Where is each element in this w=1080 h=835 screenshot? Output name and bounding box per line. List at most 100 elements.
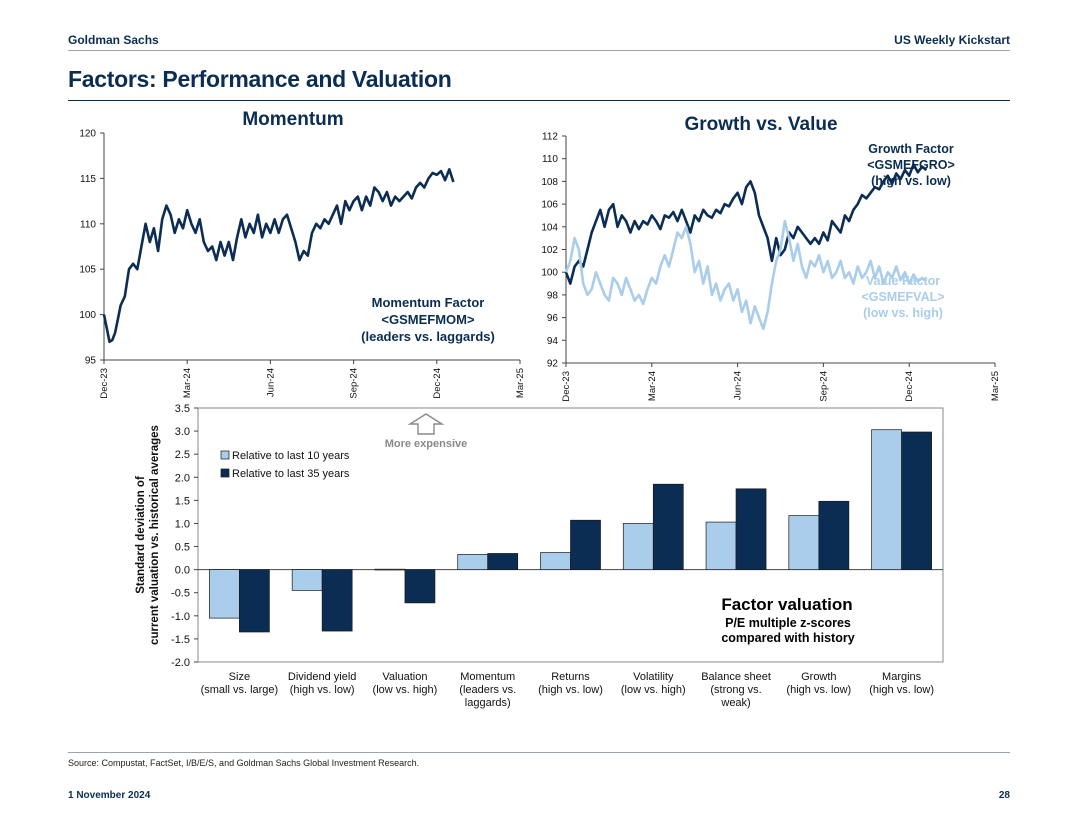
bar-category-label: (leaders vs. [459,684,516,696]
bar-10y [871,429,902,570]
growth-value-x-tick-label: Sep-24 [818,371,829,402]
source-note: Source: Compustat, FactSet, I/B/E/S, and… [68,758,420,768]
momentum-y-tick-label: 105 [79,265,96,276]
momentum-title: Momentum [242,109,343,130]
momentum-x-tick-label: Dec-24 [432,368,443,399]
bar-y-tick-label: 2.0 [175,472,190,484]
bar-35y [652,483,684,570]
bar-y-axis-label: current valuation vs. historical average… [149,425,161,645]
bar-category-label: weak) [720,697,750,709]
growth-value-series-line-2 [564,219,928,331]
up-arrow-icon [407,413,445,435]
growth-value-x-tick-label: Mar-25 [990,371,1001,401]
bar-10y [540,552,571,570]
bar-category-label: Dividend yield [288,671,356,683]
bar-10y [705,521,737,570]
bar-category-label: Valuation [382,671,427,683]
bar-chart-subtitle: compared with history [721,631,854,645]
momentum-annotation: (leaders vs. laggards) [361,329,495,344]
bar-category-label: (small vs. large) [201,684,279,696]
bar-category-label: (low vs. high) [373,684,438,696]
legend-swatch [220,468,230,478]
bar-category-label: (high vs. low) [786,684,851,696]
bar-y-tick-label: 3.0 [175,426,190,438]
growth-annotation: <GSMEFGRO> [867,158,955,172]
bar-35y [735,488,767,570]
bar-category-label: Margins [882,671,922,683]
bar-category-label: (strong vs. [710,684,761,696]
more-expensive-label: More expensive [385,438,468,450]
growth-value-x-tick-label: Dec-24 [904,371,915,402]
momentum-y-tick-label: 115 [80,174,96,185]
bar-35y [239,569,270,633]
bar-10y [457,554,489,570]
bar-category-label: (high vs. low) [869,684,934,696]
bar-35y [404,569,436,604]
brand-name: Goldman Sachs [68,33,159,47]
bar-35y [818,500,850,570]
page-number: 28 [998,790,1010,801]
bar-category-label: laggards) [465,697,511,709]
bar-y-tick-label: 3.5 [175,403,190,415]
momentum-x-tick-label: Dec-23 [99,368,110,399]
bar-category-label: (high vs. low) [290,684,355,696]
bar-y-tick-label: 1.0 [175,518,190,530]
bar-35y [901,431,932,570]
source-divider [68,752,1010,753]
growth-value-y-tick-label: 100 [541,268,558,279]
growth-annotation: Growth Factor [868,142,954,156]
momentum-x-tick-label: Jun-24 [265,368,276,397]
legend-label: Relative to last 10 years [232,450,350,462]
bar-y-tick-label: -1.5 [171,634,190,646]
page-title: Factors: Performance and Valuation [68,66,452,92]
momentum-y-tick-label: 95 [85,356,97,367]
value-annotation: (low vs. high) [863,306,943,320]
bar-category-label: Balance sheet [701,671,771,683]
growth-value-y-tick-label: 106 [541,200,558,211]
bar-10y [291,569,323,591]
bar-y-tick-label: -0.5 [171,588,190,600]
momentum-y-tick-label: 120 [79,129,96,140]
momentum-x-tick-label: Sep-24 [349,368,360,399]
bar-plot-area [197,407,944,663]
growth-value-x-tick-label: Mar-24 [647,371,658,401]
growth-value-x-tick-label: Dec-23 [561,371,572,402]
bar-10y [209,569,240,619]
value-annotation: <GSMEFVAL> [861,290,944,304]
legend-swatch [220,450,230,460]
bar-y-tick-label: 2.5 [175,449,190,461]
bar-y-axis-label: Standard deviation of [135,476,147,594]
growth-value-y-tick-label: 92 [547,359,559,370]
growth-value-x-tick-label: Jun-24 [733,371,744,400]
momentum-annotation: Momentum Factor [372,295,485,310]
bar-y-tick-label: 0.0 [175,565,190,577]
bar-y-tick-label: -1.0 [171,611,190,623]
momentum-annotation: <GSMEFMOM> [381,312,475,327]
bar-category-label: (low vs. high) [621,684,686,696]
bar-category-label: Size [229,671,250,683]
bar-10y [622,523,654,570]
growth-annotation: (high vs. low) [871,174,951,188]
momentum-y-tick-label: 110 [80,219,96,230]
bar-35y [570,519,601,570]
growth-value-title: Growth vs. Value [684,114,837,135]
bar-category-label: Momentum [460,671,515,683]
bar-category-label: (high vs. low) [538,684,603,696]
bar-10y [374,568,406,571]
growth-value-y-tick-label: 112 [542,132,558,143]
value-annotation: Value Factor [866,274,940,288]
momentum-y-tick-label: 100 [79,310,96,321]
growth-value-y-tick-label: 110 [542,154,558,165]
bar-35y [321,569,353,632]
bar-10y [788,515,820,570]
growth-value-y-tick-label: 94 [547,336,559,347]
momentum-x-tick-label: Mar-24 [182,368,193,398]
report-name: US Weekly Kickstart [894,33,1010,47]
momentum-series-line-1 [102,168,455,344]
bar-category-label: Volatility [633,671,674,683]
title-divider [68,100,1010,101]
growth-value-y-tick-label: 98 [547,290,559,301]
momentum-x-tick-label: Mar-25 [515,368,526,398]
header-divider [68,50,1010,51]
